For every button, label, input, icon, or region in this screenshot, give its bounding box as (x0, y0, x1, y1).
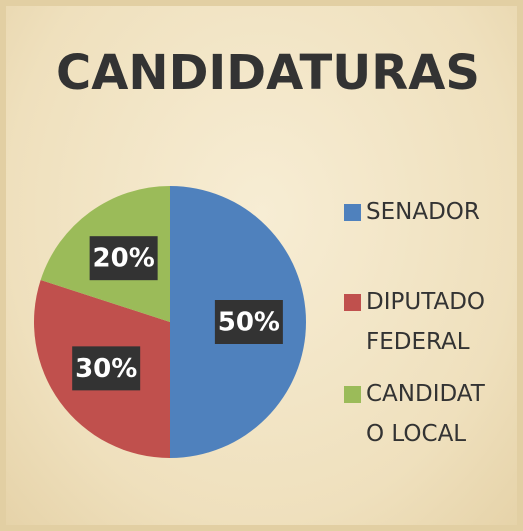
legend-swatch (344, 204, 361, 221)
legend-label: CANDIDATO LOCAL (366, 381, 485, 447)
legend-swatch (344, 294, 361, 311)
data-label-box (214, 300, 283, 344)
data-label-box (89, 236, 158, 281)
legend-label: DIPUTADO FEDERAL (366, 289, 486, 355)
data-label: 20% (93, 244, 155, 274)
data-label-group: 20% (89, 236, 158, 281)
data-label-box (72, 346, 141, 391)
plot: CANDIDATURAS 50% 30% 20% (33, 45, 480, 458)
data-label: 30% (75, 354, 137, 384)
data-label-group: 30% (72, 346, 141, 391)
data-label: 50% (218, 308, 280, 338)
legend-swatch (344, 386, 361, 403)
legend-label: SENADOR (366, 199, 480, 225)
chart-title: CANDIDATURAS (56, 45, 480, 101)
data-label-group: 50% (214, 300, 283, 344)
